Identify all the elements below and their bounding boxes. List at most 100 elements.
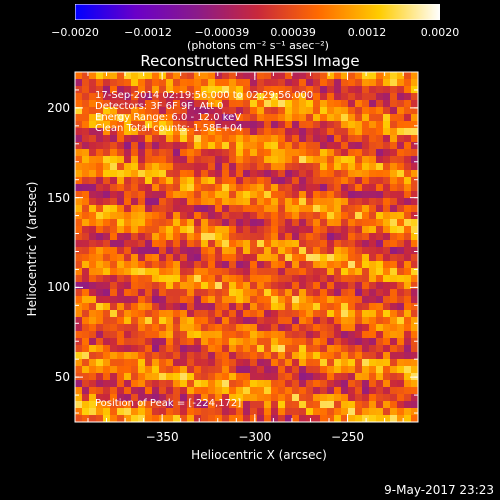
- heatmap-cell: [390, 198, 397, 205]
- heatmap-cell: [397, 268, 404, 275]
- heatmap-cell: [236, 86, 243, 93]
- heatmap-cell: [271, 163, 278, 170]
- heatmap-cell: [334, 394, 341, 401]
- heatmap-cell: [257, 114, 264, 121]
- heatmap-cell: [222, 261, 229, 268]
- heatmap-cell: [229, 100, 236, 107]
- heatmap-cell: [362, 156, 369, 163]
- heatmap-cell: [376, 121, 383, 128]
- heatmap-cell: [201, 72, 208, 79]
- heatmap-cell: [173, 289, 180, 296]
- heatmap-cell: [313, 219, 320, 226]
- y-tick-label: 100: [47, 280, 70, 295]
- heatmap-cell: [292, 219, 299, 226]
- heatmap-cell: [306, 324, 313, 331]
- heatmap-cell: [117, 310, 124, 317]
- heatmap-cell: [180, 212, 187, 219]
- heatmap-cell: [222, 352, 229, 359]
- heatmap-cell: [299, 373, 306, 380]
- heatmap-cell: [180, 387, 187, 394]
- heatmap-cell: [159, 275, 166, 282]
- heatmap-cell: [180, 226, 187, 233]
- heatmap-cell: [110, 177, 117, 184]
- heatmap-cell: [75, 359, 82, 366]
- heatmap-cell: [369, 128, 376, 135]
- heatmap-cell: [369, 142, 376, 149]
- heatmap-cell: [383, 205, 390, 212]
- heatmap-cell: [110, 275, 117, 282]
- heatmap-cell: [152, 345, 159, 352]
- heatmap-cell: [355, 401, 362, 408]
- heatmap-cell: [180, 79, 187, 86]
- heatmap-cell: [201, 170, 208, 177]
- heatmap-cell: [320, 317, 327, 324]
- heatmap-cell: [103, 198, 110, 205]
- heatmap-cell: [159, 205, 166, 212]
- heatmap-cell: [229, 254, 236, 261]
- heatmap-cell: [194, 282, 201, 289]
- heatmap-cell: [411, 107, 418, 114]
- heatmap-cell: [152, 149, 159, 156]
- heatmap-cell: [152, 366, 159, 373]
- heatmap-cell: [180, 163, 187, 170]
- heatmap-cell: [138, 303, 145, 310]
- heatmap-cell: [215, 107, 222, 114]
- heatmap-cell: [362, 408, 369, 415]
- heatmap-cell: [334, 324, 341, 331]
- heatmap-cell: [355, 394, 362, 401]
- heatmap-cell: [131, 261, 138, 268]
- heatmap-cell: [397, 198, 404, 205]
- heatmap-cell: [348, 156, 355, 163]
- heatmap-cell: [138, 373, 145, 380]
- heatmap-cell: [159, 79, 166, 86]
- heatmap-cell: [173, 261, 180, 268]
- heatmap-cell: [306, 366, 313, 373]
- heatmap-cell: [194, 142, 201, 149]
- heatmap-cell: [334, 191, 341, 198]
- heatmap-cell: [390, 135, 397, 142]
- heatmap-cell: [313, 289, 320, 296]
- heatmap-cell: [138, 247, 145, 254]
- colorbar-tick-label: 0.0020: [420, 26, 460, 39]
- heatmap-cell: [89, 205, 96, 212]
- heatmap-cell: [131, 331, 138, 338]
- heatmap-cell: [215, 303, 222, 310]
- heatmap-cell: [159, 310, 166, 317]
- heatmap-cell: [138, 387, 145, 394]
- heatmap-cell: [215, 366, 222, 373]
- heatmap-cell: [201, 198, 208, 205]
- heatmap-cell: [390, 156, 397, 163]
- heatmap-cell: [145, 226, 152, 233]
- heatmap-cell: [229, 198, 236, 205]
- heatmap-cell: [341, 86, 348, 93]
- heatmap-cell: [271, 135, 278, 142]
- heatmap-cell: [313, 191, 320, 198]
- heatmap-cell: [362, 198, 369, 205]
- heatmap-cell: [117, 275, 124, 282]
- heatmap-cell: [292, 338, 299, 345]
- heatmap-cell: [138, 107, 145, 114]
- heatmap-cell: [250, 317, 257, 324]
- heatmap-cell: [369, 261, 376, 268]
- heatmap-cell: [201, 268, 208, 275]
- heatmap-cell: [131, 233, 138, 240]
- heatmap-cell: [131, 184, 138, 191]
- heatmap-cell: [173, 366, 180, 373]
- heatmap-cell: [180, 100, 187, 107]
- heatmap-cell: [152, 93, 159, 100]
- heatmap-cell: [75, 142, 82, 149]
- heatmap-cell: [243, 72, 250, 79]
- heatmap-cell: [355, 163, 362, 170]
- heatmap-cell: [348, 366, 355, 373]
- heatmap-cell: [152, 387, 159, 394]
- heatmap-cell: [187, 156, 194, 163]
- heatmap-cell: [152, 261, 159, 268]
- annotation-energy: Energy Range: 6.0 - 12.0 keV: [95, 112, 242, 123]
- heatmap-cell: [376, 93, 383, 100]
- heatmap-cell: [152, 191, 159, 198]
- heatmap-cell: [124, 380, 131, 387]
- heatmap-cell: [82, 401, 89, 408]
- heatmap-cell: [131, 100, 138, 107]
- heatmap-cell: [215, 191, 222, 198]
- heatmap-cell: [390, 303, 397, 310]
